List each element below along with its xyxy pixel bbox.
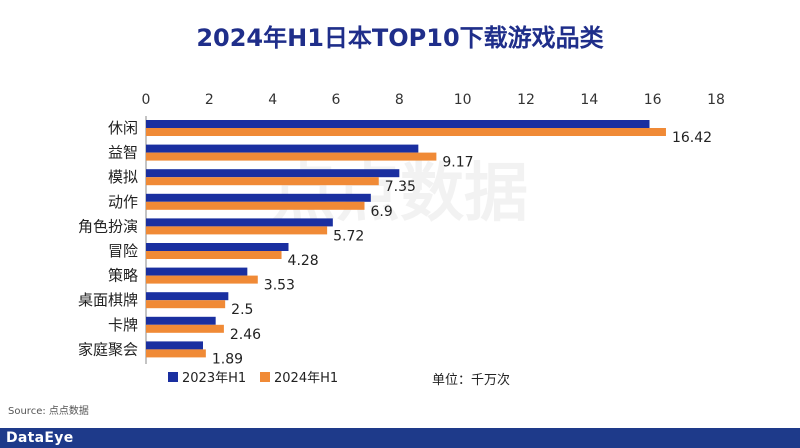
bar-2023h1 <box>146 341 203 350</box>
x-tick-label: 18 <box>707 92 725 108</box>
data-label: 2.46 <box>230 327 261 343</box>
bar-2024h1 <box>146 177 379 186</box>
data-label: 5.72 <box>333 228 364 244</box>
x-tick-label: 6 <box>332 92 341 108</box>
bar-2023h1 <box>146 193 371 202</box>
data-label: 3.53 <box>264 278 295 294</box>
data-label: 1.89 <box>212 351 243 367</box>
unit-label: 单位：千万次 <box>432 372 510 388</box>
legend-swatch <box>168 372 178 382</box>
bar-2024h1 <box>146 251 282 259</box>
bar-2023h1 <box>146 292 229 301</box>
bar-2024h1 <box>146 128 666 136</box>
data-label: 9.17 <box>442 155 473 171</box>
x-tick-label: 2 <box>205 92 214 108</box>
category-label: 桌面棋牌 <box>78 291 138 309</box>
x-tick-label: 0 <box>142 92 151 108</box>
bar-2023h1 <box>146 243 289 251</box>
bar-2024h1 <box>146 275 258 284</box>
value-labels: 16.42 9.17 7.35 6.9 5.72 4.28 3.53 2.5 2.46 1.89 <box>212 130 712 367</box>
category-label: 卡牌 <box>108 316 138 334</box>
category-label: 策略 <box>108 267 138 285</box>
category-label: 益智 <box>108 144 138 162</box>
category-label: 家庭聚会 <box>78 340 138 358</box>
data-label: 4.28 <box>288 253 319 269</box>
bar-2024h1 <box>146 349 206 358</box>
source-note: Source: 点点数据 <box>8 404 89 417</box>
category-label: 角色扮演 <box>78 217 138 235</box>
x-tick-label: 8 <box>395 92 404 108</box>
data-label: 2.5 <box>231 302 253 318</box>
bar-2023h1 <box>146 267 248 276</box>
data-label: 7.35 <box>385 179 416 195</box>
category-label: 休闲 <box>108 119 138 137</box>
bar-2024h1 <box>146 152 437 161</box>
x-tick-label: 16 <box>644 92 662 108</box>
legend-label: 2024年H1 <box>274 371 338 386</box>
legend-label: 2023年H1 <box>182 371 246 386</box>
category-label: 动作 <box>108 193 138 211</box>
category-label: 冒险 <box>108 242 138 260</box>
category-label: 模拟 <box>108 168 138 186</box>
bar-2023h1 <box>146 316 216 325</box>
footer-bar: DataEye <box>0 428 800 448</box>
bar-2023h1 <box>146 218 333 227</box>
brand-logo: DataEye <box>6 430 74 446</box>
data-label: 16.42 <box>672 130 712 146</box>
bar-2024h1 <box>146 300 226 309</box>
bar-2023h1 <box>146 144 419 153</box>
data-label: 6.9 <box>371 204 393 220</box>
x-tick-label: 14 <box>580 92 598 108</box>
bar-2023h1 <box>146 169 400 178</box>
bar-2024h1 <box>146 324 224 333</box>
x-axis-ticks: 0 2 4 6 8 10 12 14 16 18 <box>142 92 725 108</box>
x-tick-label: 4 <box>268 92 277 108</box>
x-tick-label: 12 <box>517 92 535 108</box>
bar-2024h1 <box>146 201 365 210</box>
bar-2023h1 <box>146 120 650 128</box>
x-tick-label: 10 <box>454 92 472 108</box>
chart-title: 2024年H1日本TOP10下载游戏品类 <box>196 24 604 52</box>
bars <box>146 120 666 358</box>
bar-2024h1 <box>146 226 328 235</box>
legend: 2023年H1 2024年H1 <box>168 371 338 386</box>
legend-swatch <box>260 372 270 382</box>
